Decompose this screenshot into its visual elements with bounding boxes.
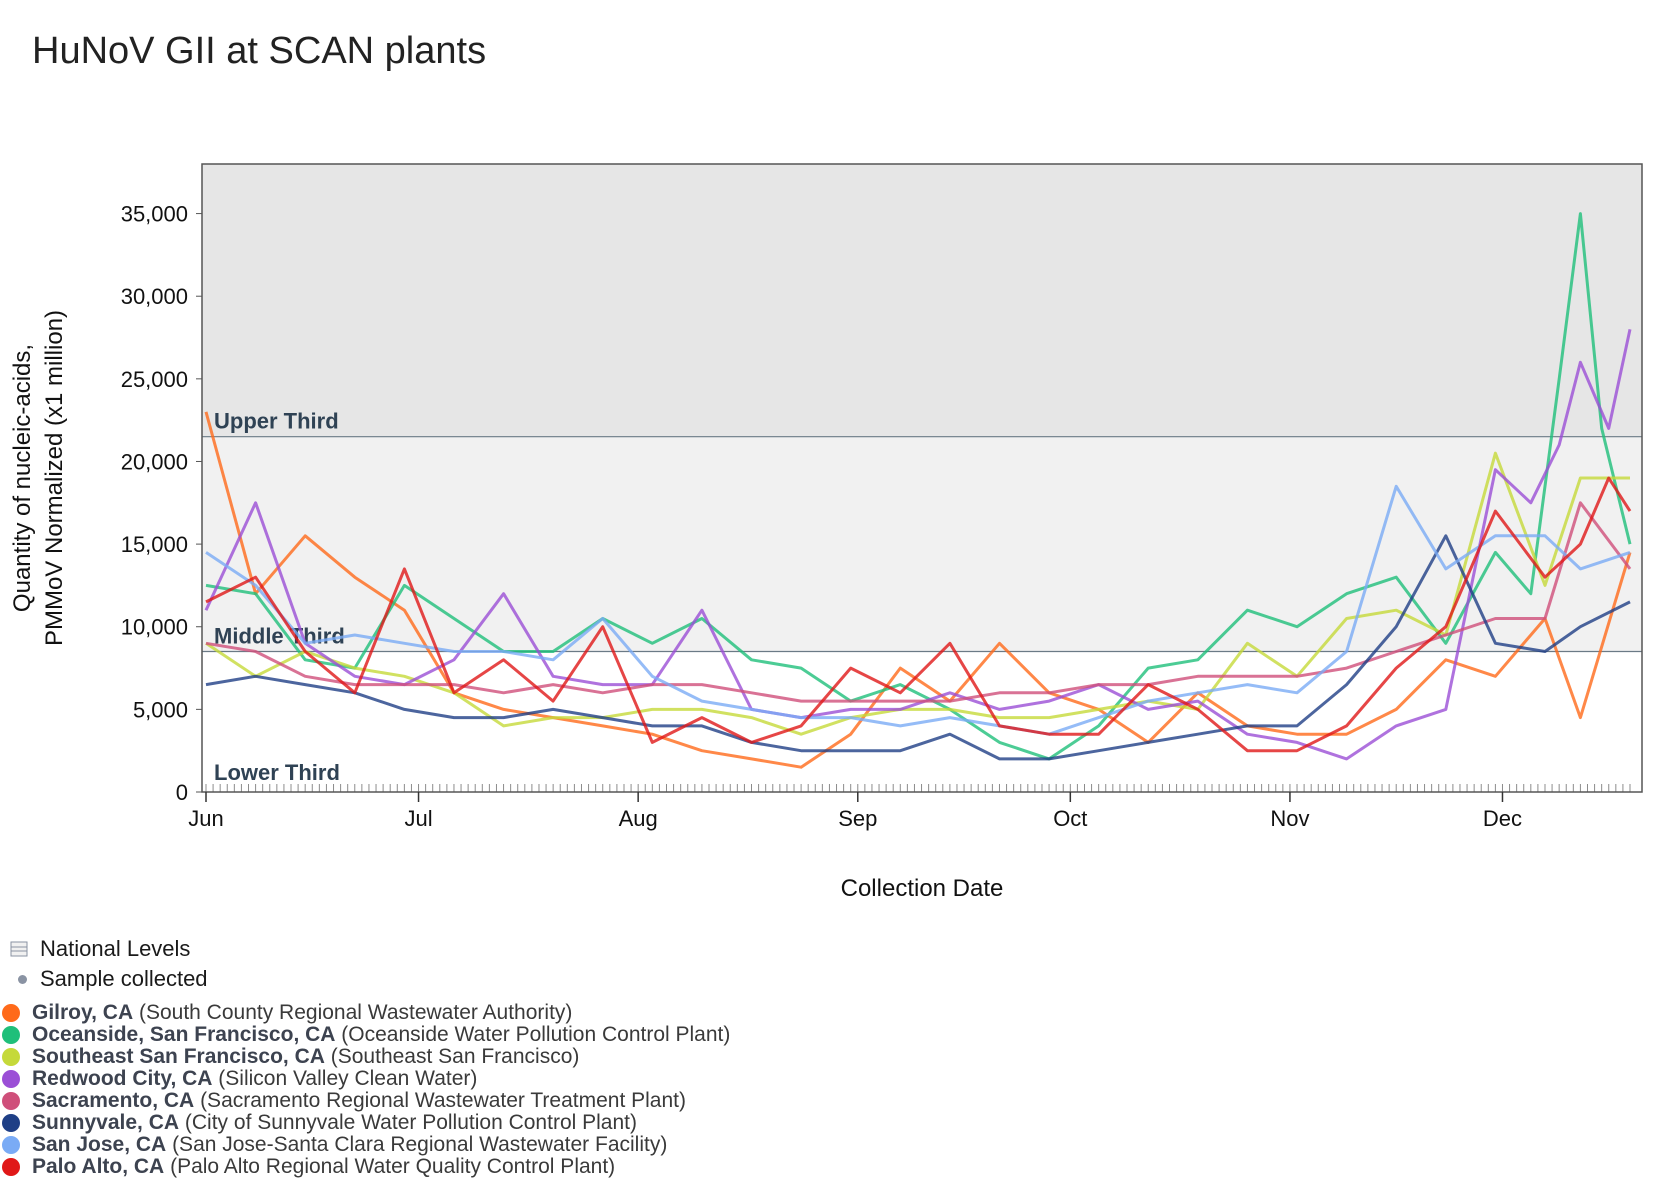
sample-dot-icon xyxy=(18,975,27,984)
series-line-7 xyxy=(205,476,1632,753)
y-axis-title: PMMoV Normalized (x1 million) xyxy=(41,310,68,646)
y-tick-label: 20,000 xyxy=(121,449,188,474)
national-levels-icon xyxy=(10,941,28,957)
series-line-4 xyxy=(205,501,1632,703)
legend-city: Oceanside, San Francisco, CA xyxy=(32,1023,336,1046)
y-tick-label: 15,000 xyxy=(121,532,188,557)
legend-item-gilroy[interactable]: Gilroy, CA (South County Regional Wastew… xyxy=(0,1002,730,1024)
legend-city: San Jose, CA xyxy=(32,1133,167,1156)
legend-swatch-icon xyxy=(2,1048,20,1066)
x-tick-label: Jul xyxy=(404,806,432,831)
legend-item-sunnyvale[interactable]: Sunnyvale, CA (City of Sunnyvale Water P… xyxy=(0,1112,730,1134)
band-upper-third xyxy=(202,164,1642,437)
legend-facility: (City of Sunnyvale Water Pollution Contr… xyxy=(184,1111,637,1134)
legend-facility: (Sacramento Regional Wastewater Treatmen… xyxy=(200,1089,686,1112)
legend-static: National Levels Sample collected xyxy=(6,934,208,994)
legend-national-levels[interactable]: National Levels xyxy=(6,934,208,964)
legend-sample-collected-label: Sample collected xyxy=(40,966,208,991)
legend-city: Southeast San Francisco, CA xyxy=(32,1045,325,1068)
legend-city: Palo Alto, CA xyxy=(32,1155,165,1178)
x-tick-label: Sep xyxy=(838,806,877,831)
legend-facility: (Palo Alto Regional Water Quality Contro… xyxy=(170,1155,616,1178)
series-line-1 xyxy=(205,212,1632,761)
series-line-6 xyxy=(205,484,1631,736)
y-tick-label: 5,000 xyxy=(133,697,188,722)
legend-swatch-icon xyxy=(2,1136,20,1154)
legend-city: Sunnyvale, CA xyxy=(32,1111,180,1134)
legend-city: Sacramento, CA xyxy=(32,1089,195,1112)
y-axis-title: Quantity of nucleic-acids, xyxy=(9,344,36,612)
plant-legend: Gilroy, CA (South County Regional Wastew… xyxy=(0,1002,730,1178)
legend-swatch-icon xyxy=(2,1070,20,1088)
legend-facility: (South County Regional Wastewater Author… xyxy=(138,1001,573,1024)
legend-item-southeast-sf[interactable]: Southeast San Francisco, CA (Southeast S… xyxy=(0,1046,730,1068)
x-tick-label: Dec xyxy=(1483,806,1522,831)
legend-facility: (Southeast San Francisco) xyxy=(330,1045,580,1068)
legend-swatch-icon xyxy=(2,1114,20,1132)
plot-frame xyxy=(201,163,1643,793)
legend-swatch-icon xyxy=(2,1092,20,1110)
series-line-5 xyxy=(205,534,1631,761)
series-line-0 xyxy=(204,411,1632,769)
y-tick-label: 30,000 xyxy=(121,284,188,309)
x-axis-title: Collection Date xyxy=(841,875,1004,902)
x-tick-label: Oct xyxy=(1053,806,1087,831)
legend-city: Gilroy, CA xyxy=(32,1001,134,1024)
band-label: Lower Third xyxy=(214,760,340,785)
y-tick-label: 10,000 xyxy=(121,615,188,640)
legend-swatch-icon xyxy=(2,1004,20,1022)
y-tick-label: 0 xyxy=(176,780,188,805)
legend-swatch-icon xyxy=(2,1026,20,1044)
legend-swatch-icon xyxy=(2,1158,20,1176)
legend-facility: (San Jose-Santa Clara Regional Wastewate… xyxy=(172,1133,668,1156)
legend-facility: (Silicon Valley Clean Water) xyxy=(218,1067,478,1090)
series-line-3 xyxy=(204,328,1632,761)
legend-item-san-jose[interactable]: San Jose, CA (San Jose-Santa Clara Regio… xyxy=(0,1134,730,1156)
legend-national-levels-label: National Levels xyxy=(40,936,191,961)
legend-facility: (Oceanside Water Pollution Control Plant… xyxy=(341,1023,731,1046)
legend-sample-collected[interactable]: Sample collected xyxy=(6,964,208,994)
x-tick-label: Nov xyxy=(1270,806,1309,831)
legend-city: Redwood City, CA xyxy=(32,1067,213,1090)
x-tick-label: Jun xyxy=(188,806,223,831)
chart-title: HuNoV GII at SCAN plants xyxy=(32,30,487,72)
y-tick-label: 35,000 xyxy=(121,202,188,227)
y-tick-label: 25,000 xyxy=(121,367,188,392)
x-tick-label: Aug xyxy=(619,806,658,831)
legend-item-sacramento[interactable]: Sacramento, CA (Sacramento Regional Wast… xyxy=(0,1090,730,1112)
legend-item-redwood-city[interactable]: Redwood City, CA (Silicon Valley Clean W… xyxy=(0,1068,730,1090)
band-label: Upper Third xyxy=(214,409,339,434)
legend-item-palo-alto[interactable]: Palo Alto, CA (Palo Alto Regional Water … xyxy=(0,1156,730,1178)
legend-item-oceanside[interactable]: Oceanside, San Francisco, CA (Oceanside … xyxy=(0,1024,730,1046)
